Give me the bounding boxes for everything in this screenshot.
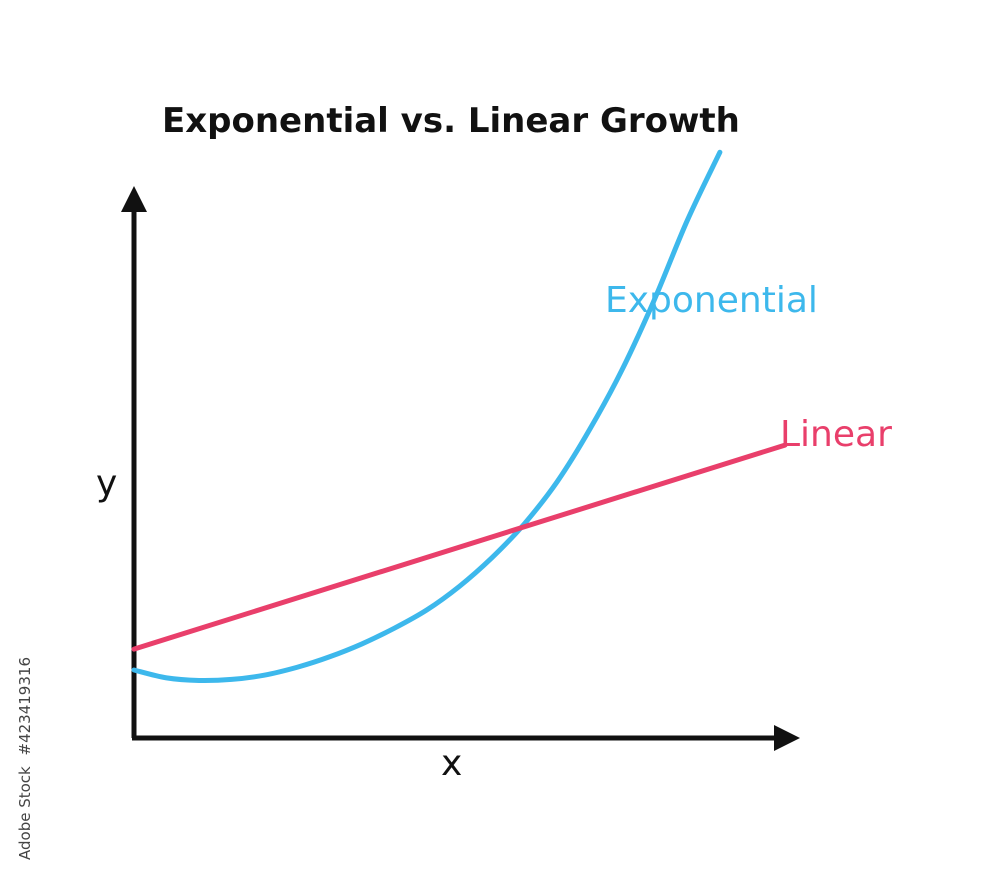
watermark-number: 423419316 bbox=[16, 657, 34, 743]
x-axis-arrow-icon bbox=[774, 725, 800, 751]
watermark-brand: Adobe Stock bbox=[16, 766, 34, 860]
y-axis-arrow-icon bbox=[121, 186, 147, 212]
watermark-id: #423419316 bbox=[16, 657, 34, 755]
y-axis-label: y bbox=[96, 463, 117, 504]
axes bbox=[121, 186, 800, 751]
series-line-linear bbox=[131, 442, 788, 652]
series-label-linear: Linear bbox=[780, 414, 892, 455]
series-line-exponential bbox=[131, 149, 723, 684]
series-layer bbox=[131, 149, 788, 684]
series-label-exponential: Exponential bbox=[605, 280, 818, 321]
watermark-text: Adobe Stock #423419316 bbox=[16, 657, 34, 860]
x-axis-label: x bbox=[441, 743, 462, 784]
chart-title: Exponential vs. Linear Growth bbox=[162, 101, 740, 141]
